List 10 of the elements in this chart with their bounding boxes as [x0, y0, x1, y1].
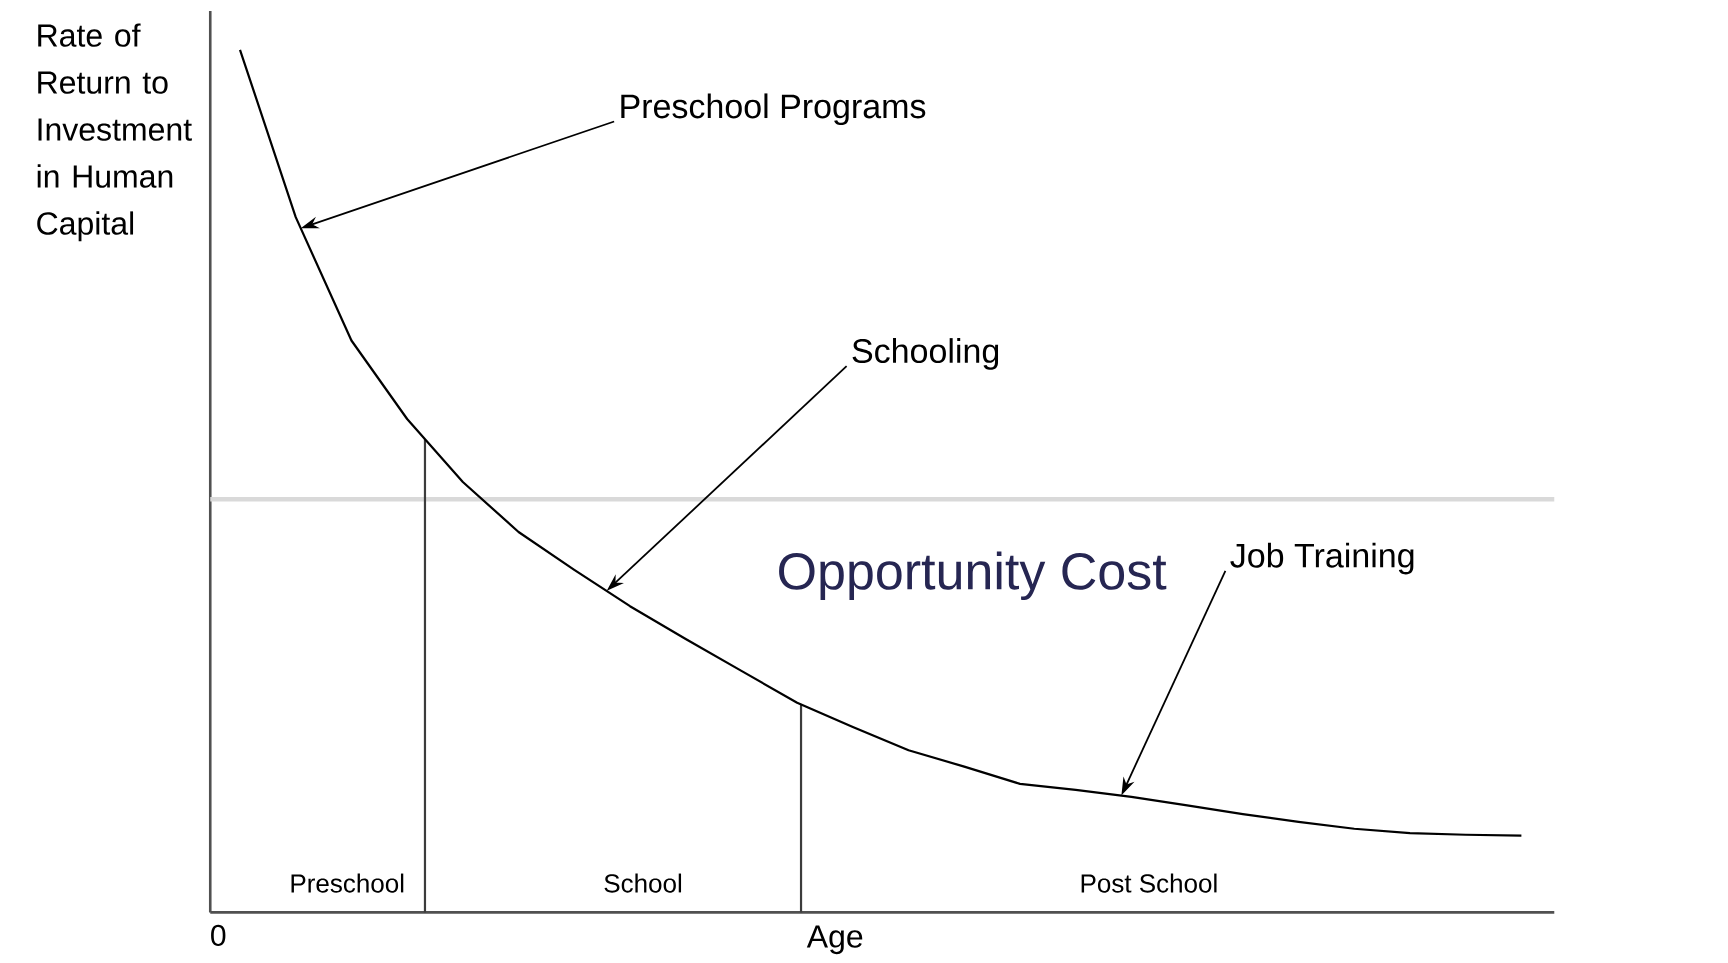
annotation: Preschool: [291, 873, 404, 893]
annotation: Preschool Programs: [621, 93, 926, 126]
annotation: Post School: [1081, 873, 1217, 893]
x-axis-title: Age: [806, 925, 863, 955]
ref-line-label: Opportunity Cost: [779, 551, 1167, 601]
y-axis-title: Rate of Return to Investment in Human Capital: [37, 23, 192, 242]
annotation: Job Training: [1230, 542, 1414, 575]
text: 0: [211, 924, 226, 947]
annotation: School: [604, 873, 682, 893]
annotation: Schooling: [852, 338, 999, 370]
